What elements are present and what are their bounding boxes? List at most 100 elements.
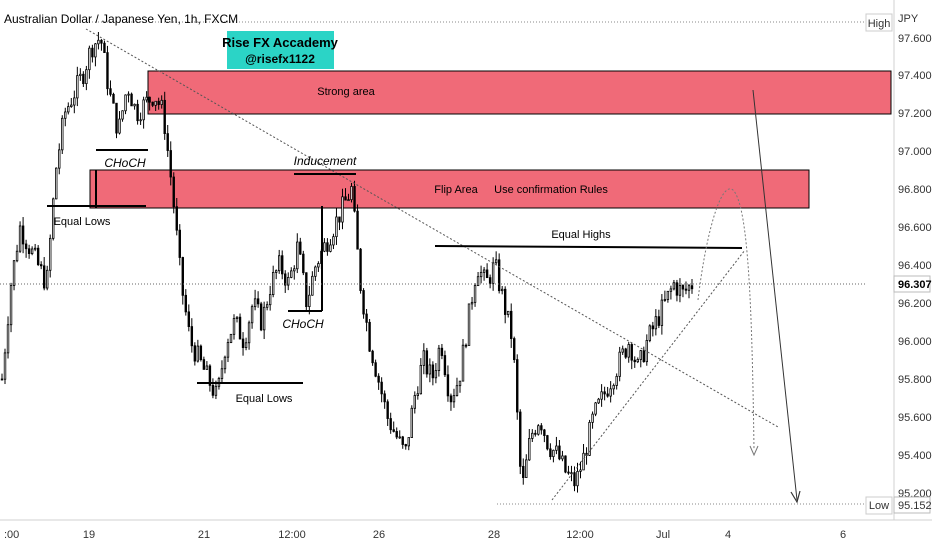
candle-body	[648, 325, 652, 341]
candle-body	[187, 311, 191, 327]
candle-body	[410, 407, 413, 438]
candle-body	[519, 411, 522, 467]
time-axis[interactable]: :00 19 21 12:00 26 28 12:00 Jul 4 6	[0, 519, 932, 541]
candle-body	[335, 216, 338, 238]
candle-body	[223, 356, 227, 370]
watermark-line1: Rise FX Accademy	[222, 35, 339, 50]
candle-body	[265, 304, 269, 308]
price-tick-label: 96.400	[898, 260, 932, 272]
projected-arrowhead	[749, 445, 759, 457]
candle-body	[479, 271, 483, 278]
candle-body	[353, 186, 356, 212]
candle-body	[434, 370, 438, 379]
candle-body	[214, 385, 218, 396]
candle-body	[687, 285, 691, 291]
candle-body	[67, 106, 70, 113]
candle-body	[190, 326, 194, 347]
equal-highs-line	[434, 245, 743, 249]
price-axis[interactable]: 97.400 97.200 97.000 96.800 96.600 96.400 96.2…	[893, 0, 932, 520]
candle-body	[591, 413, 594, 423]
candle-body	[419, 364, 423, 395]
candle-body	[106, 52, 109, 90]
candle-body	[482, 269, 486, 273]
candle-body	[229, 333, 233, 343]
symbol-title: Australian Dollar / Japanese Yen, 1h, FX…	[4, 12, 238, 26]
candle-body	[594, 402, 597, 415]
candle-body	[76, 75, 79, 99]
candle-body	[39, 264, 43, 267]
candle-body	[142, 99, 145, 121]
candle-body	[112, 93, 115, 104]
candle-body	[681, 285, 685, 290]
time-tick-label: 12:00	[566, 529, 594, 541]
candle-body	[199, 345, 203, 361]
low-value-badge	[893, 496, 931, 514]
candle-body	[12, 260, 16, 286]
candle-body	[332, 236, 335, 246]
candle-body	[386, 401, 389, 419]
candle-body	[603, 391, 606, 395]
candle-body	[491, 262, 495, 284]
candle-body	[458, 380, 462, 387]
candle-body	[470, 301, 474, 305]
price-tick-label: 96.200	[898, 298, 932, 310]
candle-body	[244, 342, 248, 348]
candle-body	[253, 298, 257, 308]
candle-body	[630, 344, 633, 361]
candle-body	[407, 437, 410, 447]
candle-body	[546, 435, 549, 450]
candle-body	[103, 42, 106, 54]
candle-body	[166, 133, 169, 151]
candle-body	[323, 242, 326, 252]
last-price-badge	[893, 275, 931, 293]
strong-area-label: Strong area	[317, 86, 375, 98]
candle-body	[100, 39, 103, 44]
candle-body	[202, 359, 206, 370]
candle-body	[172, 176, 175, 208]
candle-body	[395, 431, 398, 438]
candle-body	[305, 272, 308, 308]
watermark-line2: @risefx1122	[245, 52, 315, 66]
time-tick-label: 28	[488, 529, 500, 541]
candle-body	[600, 391, 603, 400]
candle-body	[404, 444, 407, 447]
time-tick-label: 21	[198, 529, 210, 541]
high-badge	[865, 13, 893, 32]
candle-body	[175, 206, 178, 231]
strong-area-zone	[147, 70, 892, 115]
candle-body	[73, 97, 76, 106]
candle-body	[606, 393, 609, 397]
choch-mid-label: CHoCH	[282, 317, 324, 331]
candle-body	[579, 469, 582, 472]
choch-left-label: CHoCH	[104, 156, 146, 170]
flip-area-zone	[89, 169, 810, 209]
candle-body	[374, 362, 377, 377]
candle-body	[314, 266, 317, 277]
candles	[0, 31, 694, 493]
candle-body	[205, 365, 209, 370]
descending-trendline	[85, 28, 779, 428]
price-tick-label: 95.400	[898, 450, 932, 462]
candle-body	[516, 359, 519, 413]
candle-body	[268, 294, 272, 306]
candle-body	[380, 381, 383, 395]
candle-body	[247, 322, 251, 344]
candle-body	[45, 269, 49, 289]
candle-body	[118, 118, 121, 134]
candle-body	[154, 100, 157, 106]
candle-body	[344, 196, 347, 201]
low-badge-label: Low	[869, 500, 889, 512]
candle-body	[488, 277, 492, 284]
candle-body	[639, 350, 642, 360]
candle-body	[308, 294, 311, 308]
candle-body	[413, 395, 416, 409]
candle-body	[500, 288, 504, 292]
candle-body	[452, 395, 456, 403]
candle-body	[567, 471, 570, 474]
candle-body	[543, 429, 546, 436]
candle-body	[293, 268, 296, 272]
candle-body	[455, 385, 459, 397]
candle-body	[690, 285, 694, 290]
candle-body	[148, 96, 151, 103]
